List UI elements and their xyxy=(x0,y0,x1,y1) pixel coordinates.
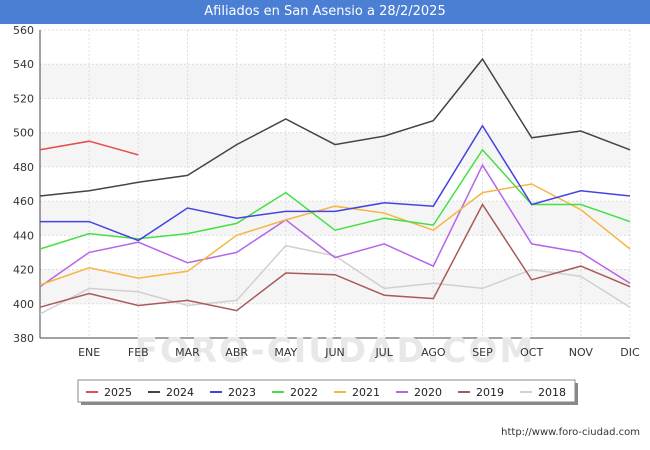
y-tick-label: 420 xyxy=(13,264,34,277)
legend-label-2025: 2025 xyxy=(104,386,132,399)
legend-box xyxy=(77,379,576,403)
legend-label-2019: 2019 xyxy=(476,386,504,399)
y-tick-label: 500 xyxy=(13,127,34,140)
legend-label-2022: 2022 xyxy=(290,386,318,399)
series-line-2021 xyxy=(39,183,631,286)
x-tick-label: AGO xyxy=(421,346,446,359)
series-line-2019 xyxy=(39,203,631,312)
legend-label-2021: 2021 xyxy=(352,386,380,399)
x-tick-label: FEB xyxy=(128,346,149,359)
y-tick-label: 540 xyxy=(13,58,34,71)
grid-band xyxy=(40,132,630,167)
x-tick-label: JUL xyxy=(374,346,393,359)
y-tick-label: 480 xyxy=(13,161,34,174)
x-tick-label: DIC xyxy=(620,346,640,359)
series-line-2018 xyxy=(39,244,631,315)
y-tick-label: 460 xyxy=(13,195,34,208)
x-tick-label: ABR xyxy=(225,346,248,359)
series-line-2023 xyxy=(40,124,631,242)
x-tick-label: ENE xyxy=(78,346,100,359)
series-line-2024 xyxy=(39,57,631,197)
x-tick-label: MAY xyxy=(274,346,297,359)
y-tick-label: 400 xyxy=(13,298,34,311)
x-tick-label: NOV xyxy=(569,346,594,359)
x-tick-label: JUN xyxy=(324,346,345,359)
y-tick-label: 560 xyxy=(13,24,34,37)
chart-title: Afiliados en San Asensio a 28/2/2025 xyxy=(0,0,650,24)
watermark: FORO-CIUDAD.COM xyxy=(135,331,536,371)
y-tick-label: 380 xyxy=(13,332,34,345)
x-tick-label: OCT xyxy=(520,346,543,359)
y-tick-label: 440 xyxy=(13,229,34,242)
grid-band xyxy=(40,64,630,99)
x-tick-label: MAR xyxy=(175,346,200,359)
series-line-2025 xyxy=(39,140,139,156)
legend-label-2023: 2023 xyxy=(228,386,256,399)
x-tick-label: SEP xyxy=(472,346,493,359)
series-line-2020 xyxy=(39,163,631,288)
source-url: http://www.foro-ciudad.com xyxy=(501,427,640,438)
legend-label-2018: 2018 xyxy=(538,386,566,399)
legend-label-2024: 2024 xyxy=(166,386,194,399)
legend-label-2020: 2020 xyxy=(414,386,442,399)
y-tick-label: 520 xyxy=(13,92,34,105)
